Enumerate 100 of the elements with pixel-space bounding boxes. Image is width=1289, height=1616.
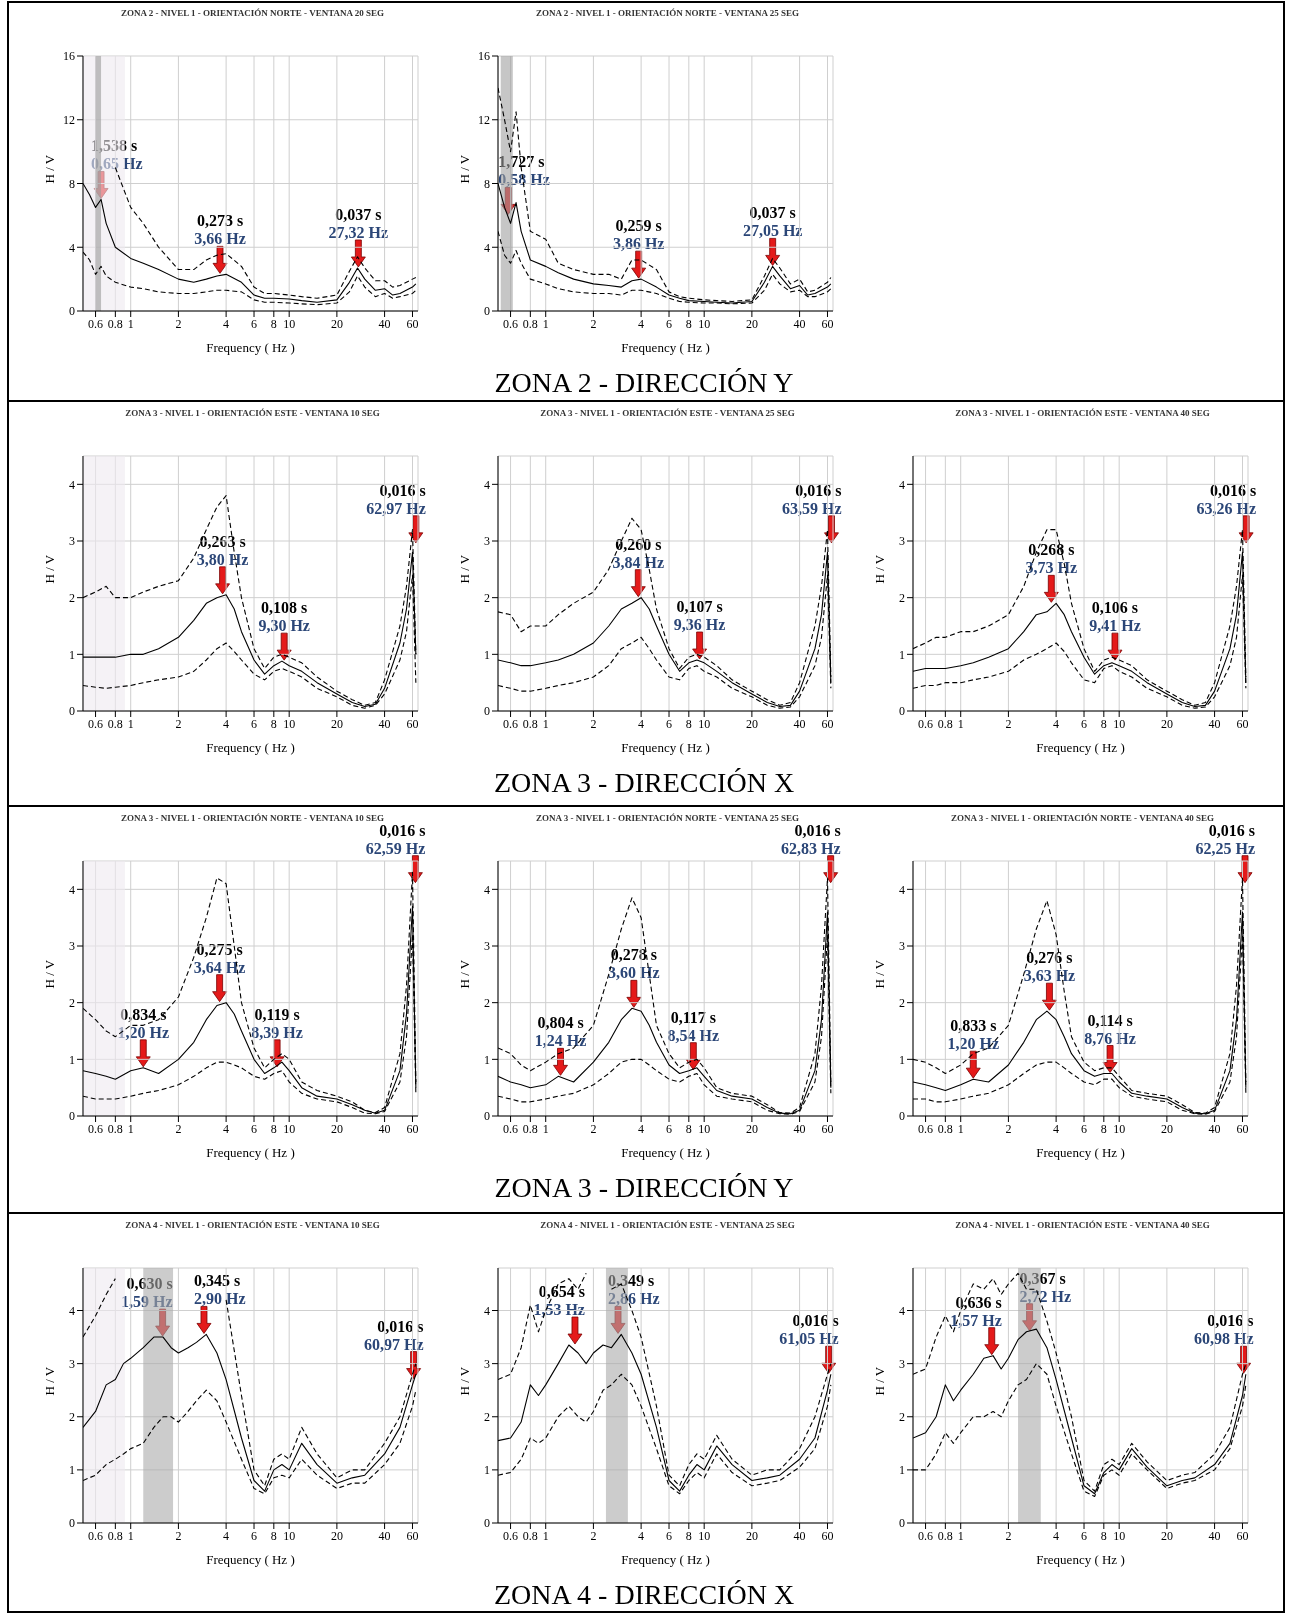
x-tick-label: 10 xyxy=(698,316,711,331)
annotation: 3,60 Hz xyxy=(608,964,660,982)
x-tick-label: 8 xyxy=(1100,1121,1107,1136)
x-tick-label: 20 xyxy=(330,716,343,731)
x-tick-label: 6 xyxy=(251,716,258,731)
y-tick-label: 4 xyxy=(69,1303,75,1318)
x-tick-label: 10 xyxy=(1113,716,1126,731)
x-tick-label: 8 xyxy=(270,716,277,731)
y-tick-label: 2 xyxy=(899,590,905,605)
x-tick-label: 20 xyxy=(330,316,343,331)
x-tick-label: 1 xyxy=(957,716,964,731)
annotation: 0,016 s xyxy=(1207,1312,1254,1330)
x-tick-label: 2 xyxy=(1005,1528,1012,1543)
x-tick-label: 4 xyxy=(223,1121,230,1136)
x-tick-label: 2 xyxy=(590,316,597,331)
x-tick-label: 1 xyxy=(127,316,134,331)
x-tick-label: 60 xyxy=(1236,1528,1249,1543)
x-tick-label: 8 xyxy=(685,1528,692,1543)
annotation: 0,016 s 63,26 Hz xyxy=(1196,481,1257,544)
y-tick-label: 0 xyxy=(69,1516,75,1531)
y-tick-label: 1 xyxy=(484,1463,490,1478)
annotation: 0,117 s xyxy=(670,1008,716,1026)
y-tick-label: 2 xyxy=(484,1410,490,1425)
annotation: 8,39 Hz xyxy=(251,1023,303,1041)
x-tick-label: 60 xyxy=(406,1528,419,1543)
x-tick-label: 40 xyxy=(793,316,806,331)
x-tick-label: 4 xyxy=(1053,1528,1060,1543)
annotation: 0,345 s xyxy=(193,1272,241,1290)
x-tick-label: 20 xyxy=(745,316,758,331)
x-tick-label: 10 xyxy=(698,1528,711,1543)
x-tick-label: 0.6 xyxy=(503,716,519,731)
x-tick-label: 20 xyxy=(1160,1121,1173,1136)
text: ZONA 3 - DIRECCIÓN Y xyxy=(493,1172,795,1204)
annotation: 3,64 Hz xyxy=(193,958,246,976)
annotation: 9,30 Hz xyxy=(258,617,310,635)
annotation: 0,016 s xyxy=(795,481,842,499)
annotation: 3,84 Hz xyxy=(612,553,665,571)
x-tick-label: 40 xyxy=(793,716,806,731)
x-axis-title: Frequency ( Hz ) xyxy=(621,740,710,755)
annotation: 3,66 Hz xyxy=(194,230,246,248)
annotation: 2,72 Hz xyxy=(1019,1287,1072,1305)
x-tick-label: 10 xyxy=(698,1121,711,1136)
y-axis-title: H / V xyxy=(871,554,887,584)
annotation: 62,83 Hz xyxy=(781,839,841,857)
annotation: 0,259 s 3,86 Hz xyxy=(612,217,665,279)
x-tick-label: 0.6 xyxy=(503,1528,519,1543)
annotation: 0,037 s 27,32 Hz xyxy=(328,205,389,268)
y-tick-label: 0 xyxy=(899,1109,905,1124)
annotation: 1,57 Hz xyxy=(950,1311,1002,1329)
y-tick-label: 0 xyxy=(69,1109,75,1124)
y-axis-title: H / V xyxy=(41,554,57,584)
annotation: 0,037 s xyxy=(749,204,796,222)
annotation: 0,636 s xyxy=(955,1293,1002,1311)
x-tick-label: 6 xyxy=(666,316,673,331)
x-tick-label: 1 xyxy=(542,716,549,731)
x-tick-label: 40 xyxy=(378,716,391,731)
y-tick-label: 2 xyxy=(484,590,490,605)
annotation: 0,275 s xyxy=(196,940,243,958)
x-tick-label: 1 xyxy=(957,1528,964,1543)
x-tick-label: 60 xyxy=(821,316,834,331)
annotation: 0,016 s xyxy=(1208,821,1256,839)
annotation: 3,86 Hz xyxy=(612,235,665,253)
x-axis-title: Frequency ( Hz ) xyxy=(621,1552,710,1567)
x-tick-label: 1 xyxy=(957,1121,964,1136)
annotation: 0,349 s 2,86 Hz xyxy=(608,1272,660,1334)
chart-title: ZONA 3 - NIVEL 1 - ORIENTACIÓN NORTE - VENTANA 40 SEG xyxy=(950,813,1215,823)
annotation: 0,65 Hz xyxy=(91,155,143,173)
x-tick-label: 0.8 xyxy=(107,1528,123,1543)
annotation: 0,114 s 8,76 Hz xyxy=(1084,1011,1136,1073)
x-tick-label: 8 xyxy=(685,716,692,731)
annotation: 0,276 s 3,63 Hz xyxy=(1023,949,1076,1011)
annotation: 0,834 s 1,20 Hz xyxy=(117,1005,170,1068)
x-tick-label: 10 xyxy=(283,716,296,731)
annotation: 0,834 s xyxy=(120,1005,167,1023)
annotation: 3,63 Hz xyxy=(1023,967,1076,985)
x-tick-label: 0.6 xyxy=(503,316,519,331)
text: ZONA 2 - DIRECCIÓN Y xyxy=(493,367,795,399)
annotation: 1,727 s xyxy=(498,153,545,171)
x-tick-label: 4 xyxy=(638,316,645,331)
x-tick-label: 0.8 xyxy=(107,716,123,731)
y-tick-label: 3 xyxy=(899,1356,905,1371)
y-tick-label: 1 xyxy=(484,1052,490,1067)
x-tick-label: 40 xyxy=(378,316,391,331)
y-axis-title: H / V xyxy=(871,1366,887,1396)
x-tick-label: 6 xyxy=(666,1121,673,1136)
annotation: 0,367 s xyxy=(1019,1269,1066,1287)
x-tick-label: 60 xyxy=(406,716,419,731)
annotation: 3,80 Hz xyxy=(196,550,249,568)
x-tick-label: 2 xyxy=(175,1121,182,1136)
annotation: 0,804 s 1,24 Hz xyxy=(534,1014,587,1076)
y-tick-label: 1 xyxy=(899,1463,905,1478)
x-tick-label: 2 xyxy=(175,316,182,331)
y-tick-label: 12 xyxy=(478,113,490,128)
x-tick-label: 0.8 xyxy=(937,1528,953,1543)
y-tick-label: 4 xyxy=(899,477,905,492)
annotation: 0,016 s 62,25 Hz xyxy=(1195,821,1255,884)
annotation: 62,97 Hz xyxy=(366,499,426,517)
x-tick-label: 8 xyxy=(270,1121,277,1136)
annotation: 0,367 s 2,72 Hz xyxy=(1019,1269,1072,1332)
annotation: 1,59 Hz xyxy=(121,1293,173,1311)
